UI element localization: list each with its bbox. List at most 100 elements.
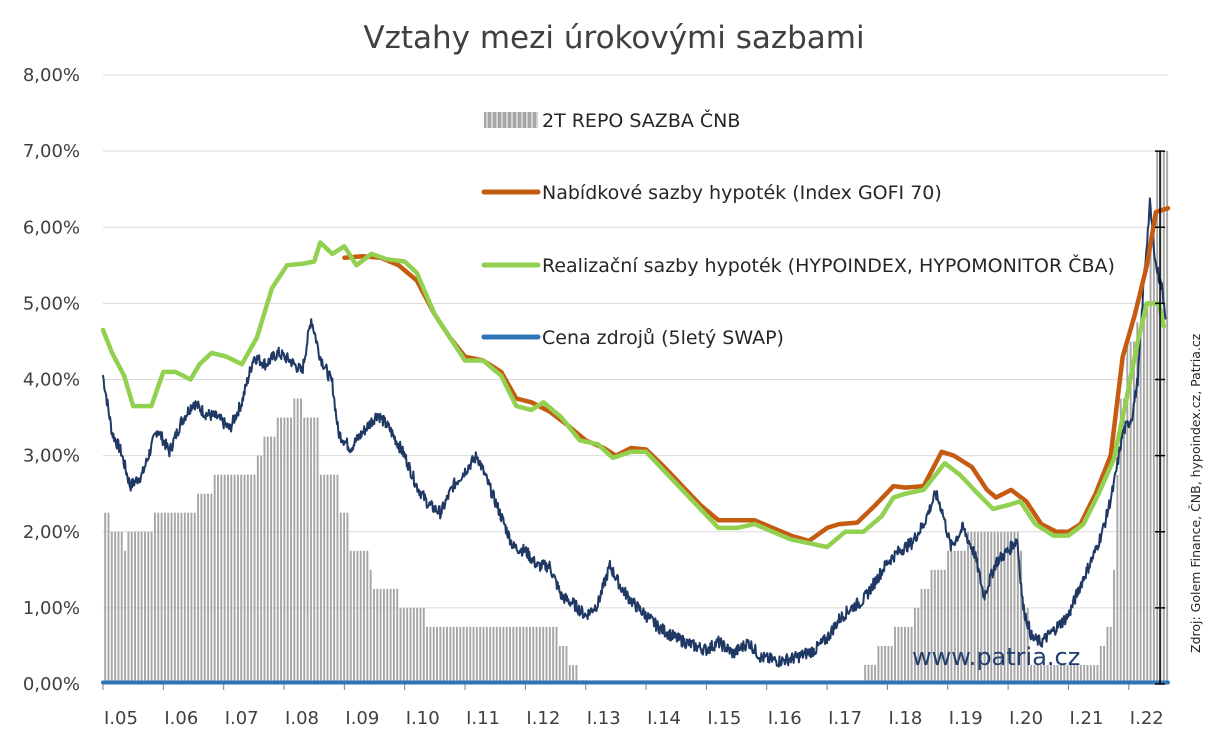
repo-bar: [134, 531, 136, 684]
repo-bar: [967, 531, 969, 684]
repo-bar: [983, 531, 986, 684]
repo-bar: [910, 626, 913, 684]
repo-bar: [1152, 246, 1155, 684]
repo-bar: [1046, 664, 1049, 684]
repo-bar: [1066, 664, 1069, 684]
x-tick-label: I.16: [768, 708, 802, 729]
series-line-4: [102, 197, 1167, 668]
y-tick-label: 3,00%: [23, 446, 80, 467]
y-tick-label: 5,00%: [23, 293, 80, 314]
repo-bar: [263, 436, 266, 684]
right-axis: [1155, 150, 1165, 685]
repo-bar: [867, 664, 870, 684]
repo-bar: [303, 417, 306, 684]
repo-bar: [1116, 474, 1119, 684]
repo-bar: [343, 512, 346, 684]
repo-bar: [870, 664, 873, 684]
repo-bar: [416, 607, 419, 684]
repo-bar: [319, 474, 322, 684]
watermark: www.patria.cz: [912, 643, 1080, 671]
repo-bar: [1030, 664, 1033, 684]
repo-bar: [150, 531, 153, 684]
repo-bar: [296, 398, 299, 684]
x-tick-label: I.09: [345, 708, 379, 729]
repo-bar: [379, 588, 382, 684]
repo-bar: [558, 645, 561, 684]
y-tick-label: 0,00%: [23, 674, 80, 695]
repo-bar: [173, 512, 176, 684]
repo-bar: [1106, 626, 1109, 684]
repo-bar: [270, 436, 273, 684]
repo-bar: [459, 626, 462, 684]
repo-bar: [260, 455, 263, 684]
repo-bar: [1139, 322, 1142, 684]
repo-bar: [313, 417, 316, 684]
repo-bar: [439, 626, 442, 684]
repo-bar: [107, 512, 110, 684]
repo-bar: [446, 626, 448, 684]
repo-bar: [336, 474, 339, 684]
repo-bars: [104, 151, 1169, 684]
repo-bar: [957, 550, 960, 684]
repo-bar: [1146, 303, 1149, 684]
y-tick-label: 7,00%: [23, 141, 80, 162]
repo-bar: [243, 474, 246, 684]
repo-bar: [485, 626, 488, 684]
repo-bar: [356, 550, 359, 684]
repo-bar: [293, 398, 296, 684]
repo-bar: [1119, 398, 1122, 684]
repo-bar: [904, 626, 906, 684]
repo-bar: [220, 474, 223, 684]
repo-bar: [140, 531, 143, 684]
repo-bar: [1033, 664, 1036, 684]
repo-bar: [884, 645, 887, 684]
x-tick-label: I.18: [888, 708, 922, 729]
repo-bar: [1149, 246, 1152, 684]
repo-bar: [489, 626, 492, 684]
repo-bar: [167, 512, 170, 684]
repo-bar: [250, 474, 253, 684]
repo-bar: [943, 569, 946, 684]
repo-bar: [1113, 569, 1116, 684]
repo-bar: [353, 550, 356, 684]
repo-bar: [475, 626, 478, 684]
repo-bar: [419, 607, 422, 684]
repo-bar: [190, 512, 193, 684]
repo-bar: [210, 493, 213, 684]
repo-bar: [947, 550, 950, 684]
repo-bar: [1093, 664, 1096, 684]
repo-bar: [907, 626, 910, 684]
legend-label: Nabídkové sazby hypoték (Index GOFI 70): [542, 182, 942, 204]
repo-bar: [495, 626, 498, 684]
repo-bar: [1162, 151, 1165, 684]
repo-bar: [256, 455, 259, 684]
x-axis-ticks: I.05 I.06 I.07 I.08 I.09 I.10 I.11 I.12 I.13 I.14…: [102, 684, 1164, 729]
repo-bar: [1133, 341, 1135, 684]
repo-bar: [236, 474, 239, 684]
repo-bar: [950, 550, 953, 684]
repo-bar: [110, 531, 113, 684]
repo-bar: [519, 626, 521, 684]
x-tick-label: I.12: [526, 708, 560, 729]
repo-bar: [366, 550, 369, 684]
repo-bar: [1103, 645, 1106, 684]
repo-bar: [894, 626, 896, 684]
repo-bar: [900, 626, 903, 684]
x-tick-label: I.21: [1069, 708, 1103, 729]
y-tick-label: 6,00%: [23, 217, 80, 238]
repo-bar: [552, 626, 555, 684]
repo-bar: [412, 607, 415, 684]
repo-bar: [389, 588, 392, 684]
x-tick-label: I.14: [647, 708, 681, 729]
repo-bar: [1069, 664, 1072, 684]
repo-bar: [996, 531, 999, 684]
repo-bar: [1013, 531, 1016, 684]
repo-bar: [890, 645, 893, 684]
repo-bar: [240, 474, 243, 684]
repo-bar: [1076, 664, 1079, 684]
repo-bar: [1079, 664, 1082, 684]
repo-bar: [953, 550, 956, 684]
repo-bar: [562, 645, 565, 684]
repo-bar: [515, 626, 518, 684]
